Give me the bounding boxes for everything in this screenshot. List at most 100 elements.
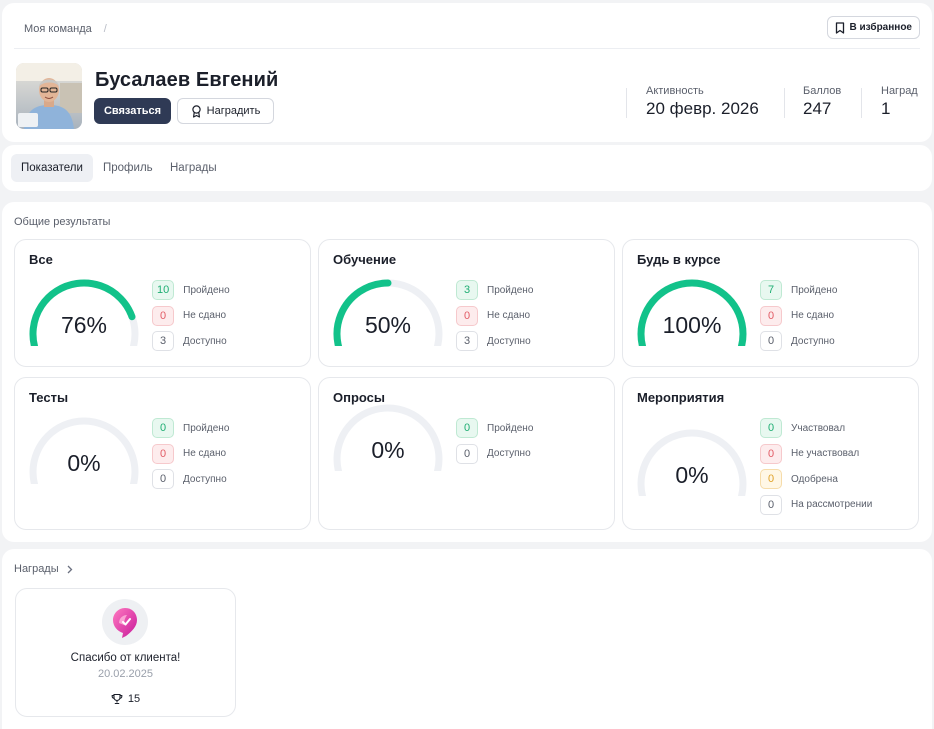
count-badge: 0	[456, 418, 478, 438]
stat-label: Активность	[646, 85, 704, 97]
results-section: Общие результаты Все 76% 10 Пройдено 0 Не сда…	[2, 202, 932, 542]
award-badge-icon	[102, 599, 148, 645]
award-card[interactable]: Спасибо от клиента! 20.02.2025 15	[15, 588, 236, 717]
tab-indicators[interactable]: Показатели	[11, 154, 93, 182]
stat-label: Пройдено	[487, 284, 534, 296]
gauge-percent: 0%	[371, 437, 405, 463]
stat-row: 7 Пройдено	[760, 280, 837, 300]
stat-value: 20 февр. 2026	[646, 99, 759, 118]
progress-gauge	[29, 417, 139, 484]
card-title: Будь в курсе	[637, 252, 721, 267]
contact-button[interactable]: Связаться	[94, 98, 171, 124]
tabs-bar: Показатели Профиль Награды	[2, 145, 932, 191]
count-badge: 7	[760, 280, 782, 300]
stats-divider	[626, 88, 627, 118]
stat-points: Баллов 247	[803, 85, 841, 119]
stat-activity: Активность 20 февр. 2026	[646, 85, 759, 119]
stat-row: 0 Доступно	[152, 469, 227, 489]
chevron-right-icon	[67, 565, 73, 573]
gauge-track	[637, 429, 747, 496]
count-badge: 0	[760, 331, 782, 351]
count-badge: 0	[760, 418, 782, 438]
stat-label: Не сдано	[183, 448, 227, 459]
tab-profile[interactable]: Профиль	[103, 162, 153, 174]
gauge-fill	[637, 279, 747, 346]
progress-gauge	[333, 404, 443, 471]
employee-name: Бусалаев Евгений	[95, 69, 279, 91]
award-name: Спасибо от клиента!	[70, 652, 181, 664]
breadcrumb-separator: /	[103, 23, 107, 35]
awards-section: Награды Спасибо от клиента! 20.02.2025 1…	[2, 549, 932, 729]
stat-row: 0 Не сдано	[760, 305, 835, 326]
add-to-favorites-button[interactable]: В избранное	[826, 16, 920, 39]
count-badge: 3	[152, 331, 174, 351]
stat-row: 3 Доступно	[152, 331, 227, 351]
stat-label: Пройдено	[487, 422, 534, 434]
stat-row: 0 Доступно	[456, 443, 531, 464]
stat-row: 0 Пройдено	[456, 418, 533, 438]
stat-label: Пройдено	[791, 284, 838, 296]
stat-label: Баллов	[803, 85, 842, 97]
avatar	[16, 63, 82, 129]
award-points-value: 15	[127, 693, 141, 705]
count-badge: 0	[760, 469, 782, 489]
stat-label: Не сдано	[791, 310, 835, 321]
award-date: 20.02.2025	[97, 668, 154, 680]
stat-row: 0 Не сдано	[152, 443, 227, 464]
awards-section-link[interactable]: Награды	[14, 563, 73, 575]
stat-row: 0 Не сдано	[152, 305, 226, 326]
reward-button[interactable]: Наградить	[177, 98, 274, 124]
trophy-icon	[111, 693, 123, 705]
stat-label: Наград	[881, 85, 918, 97]
count-badge: 3	[456, 331, 478, 351]
result-card-surveys: Опросы 0% 0 Пройдено 0 Доступно	[318, 377, 615, 530]
gauge-percent: 76%	[60, 312, 108, 338]
stat-label: Доступно	[487, 335, 531, 347]
stat-label: Доступно	[183, 335, 227, 347]
gauge-track	[29, 417, 139, 484]
stat-label: Пройдено	[183, 284, 230, 296]
stat-row: 3 Пройдено	[456, 280, 533, 300]
stat-row: 0 На рассмотрении	[760, 494, 872, 515]
result-card-events: Мероприятия 0% 0 Участвовал 0 Не участвовал 0 О…	[622, 377, 919, 530]
card-title: Мероприятия	[637, 390, 725, 405]
stat-value: 247	[803, 99, 832, 118]
favorites-label: В избранное	[849, 22, 912, 33]
award-points: 15	[16, 693, 235, 705]
stat-row: 0 Не сдано	[456, 305, 531, 326]
progress-gauge	[333, 279, 443, 346]
stat-awards: Наград 1	[881, 85, 918, 119]
count-badge: 0	[760, 443, 782, 464]
gauge-fill	[29, 279, 136, 346]
stat-label: Доступно	[487, 448, 531, 459]
count-badge: 0	[456, 305, 478, 326]
count-badge: 0	[152, 418, 174, 438]
progress-gauge	[637, 429, 747, 496]
count-badge: 0	[456, 443, 478, 464]
card-title: Обучение	[333, 252, 397, 267]
gauge-percent: 100%	[662, 312, 722, 338]
count-badge: 0	[152, 469, 174, 489]
count-badge: 3	[456, 280, 478, 300]
stat-label: Не сдано	[487, 310, 531, 321]
awards-title: Награды	[14, 563, 59, 575]
result-card-stay-informed: Будь в курсе 100% 7 Пройдено 0 Не сдано 0 Досту…	[622, 239, 919, 367]
section-title: Общие результаты	[14, 216, 111, 228]
reward-label: Наградить	[206, 105, 261, 117]
stat-label: Доступно	[183, 473, 227, 485]
gauge-percent: 0%	[67, 450, 101, 476]
stat-row: 10 Пройдено	[152, 280, 230, 300]
tab-awards[interactable]: Награды	[170, 162, 217, 174]
breadcrumb-my-team[interactable]: Моя команда	[24, 23, 92, 35]
profile-header: Моя команда / В избранное Бусалаев Евгени…	[2, 3, 932, 142]
bookmark-icon	[835, 21, 844, 34]
stat-label: Доступно	[791, 335, 835, 347]
award-ribbon-icon	[191, 104, 201, 118]
count-badge: 0	[152, 443, 174, 464]
stat-label: Одобрена	[791, 473, 838, 485]
count-badge: 0	[152, 305, 174, 326]
breadcrumb: Моя команда /	[24, 23, 107, 35]
card-title: Тесты	[29, 390, 69, 405]
result-card-all: Все 76% 10 Пройдено 0 Не сдано 3 Доступно	[14, 239, 311, 367]
result-card-learning: Обучение 50% 3 Пройдено 0 Не сдано 3 Доступно	[318, 239, 615, 367]
